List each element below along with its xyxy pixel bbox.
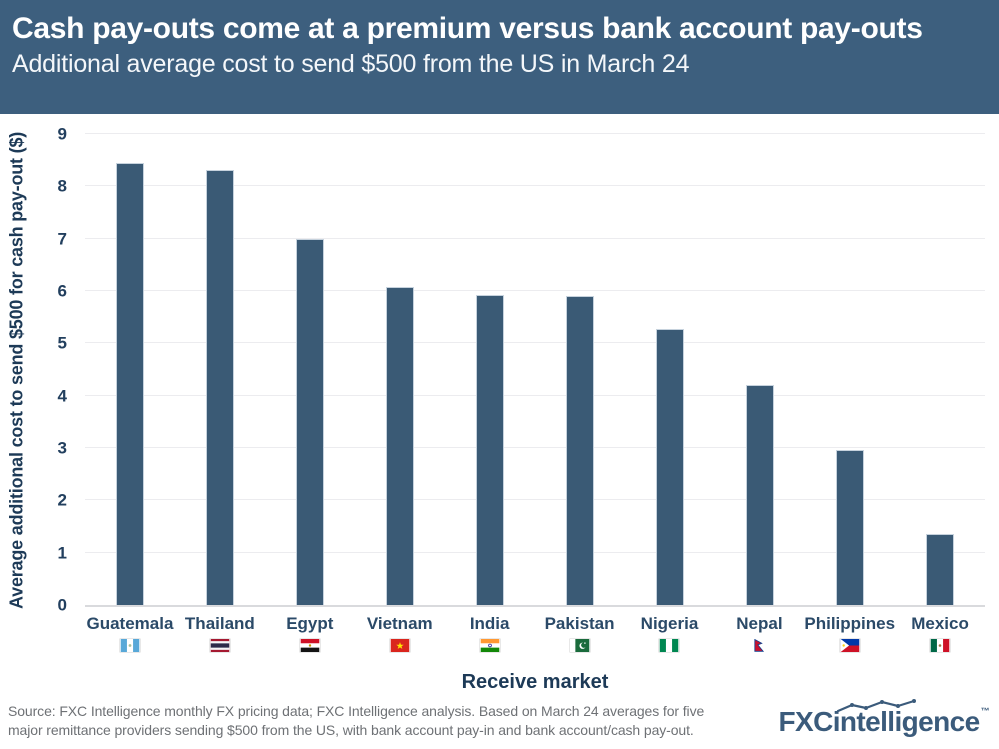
plot-area [85, 133, 985, 607]
bar-thailand [206, 169, 234, 605]
bar-column-philippines [805, 134, 895, 605]
y-tick-label-0: 0 [57, 595, 67, 615]
flag-mexico-icon [930, 639, 950, 652]
chart-header: Cash pay-outs come at a premium versus b… [0, 0, 999, 114]
chart-title: Cash pay-outs come at a premium versus b… [12, 12, 923, 45]
y-tick-label-5: 5 [57, 333, 67, 353]
bar-column-egypt [265, 134, 355, 605]
bar-column-thailand [175, 134, 265, 605]
x-label-philippines: Philippines [804, 614, 896, 633]
flag-egypt-icon [300, 639, 320, 652]
category-thailand: Thailand [175, 613, 265, 652]
category-nigeria: Nigeria [625, 613, 715, 652]
x-axis-labels: Guatemala Thailand Egypt Vietnam India Pakist… [85, 613, 985, 652]
category-pakistan: Pakistan [535, 613, 625, 652]
flag-guatemala-icon [120, 639, 140, 652]
bar-nepal [746, 384, 774, 605]
category-philippines: Philippines [804, 613, 895, 652]
bar-pakistan [566, 296, 594, 605]
bar-column-vietnam [355, 134, 445, 605]
bar-nigeria [656, 329, 684, 605]
x-axis-title: Receive market [461, 671, 609, 693]
x-label-nigeria: Nigeria [640, 614, 699, 633]
flag-india-icon [480, 639, 500, 652]
flag-philippines-icon [840, 639, 860, 652]
logo-text-intelligence: intelligence [832, 706, 980, 737]
category-nepal: Nepal [714, 613, 804, 652]
gridline-6 [85, 290, 985, 292]
x-label-vietnam: Vietnam [366, 614, 433, 633]
category-india: India [445, 613, 535, 652]
fxc-intelligence-logo: FXCintelligence™ [778, 699, 990, 738]
gridline-4 [85, 394, 985, 396]
y-axis-ticks: 0 1 2 3 4 5 6 7 8 9 [0, 126, 67, 614]
x-label-pakistan: Pakistan [544, 614, 615, 633]
y-tick-label-2: 2 [57, 490, 67, 510]
source-line-1: Source: FXC Intelligence monthly FX pric… [8, 703, 705, 719]
x-label-mexico: Mexico [911, 614, 969, 633]
y-tick-label-3: 3 [57, 438, 67, 458]
flag-thailand-icon [210, 639, 230, 652]
bar-egypt [296, 238, 324, 605]
gridline-1 [85, 551, 985, 553]
x-label-thailand: Thailand [184, 614, 255, 633]
gridline-3 [85, 447, 985, 449]
bar-mexico [926, 533, 954, 605]
source-line-2: major remittance providers sending $500 … [8, 722, 694, 738]
category-egypt: Egypt [265, 613, 355, 652]
bar-column-india [445, 134, 535, 605]
gridline-5 [85, 342, 985, 344]
x-label-egypt: Egypt [286, 614, 334, 633]
flag-nigeria-icon [659, 639, 679, 652]
y-tick-label-1: 1 [57, 543, 67, 563]
logo-text-fxc: FXC [778, 706, 834, 737]
source-note: Source: FXC Intelligence monthly FX pric… [8, 702, 798, 740]
y-tick-label-4: 4 [57, 386, 67, 406]
x-label-nepal: Nepal [736, 614, 783, 633]
category-guatemala: Guatemala [85, 613, 175, 652]
bar-column-mexico [895, 134, 985, 605]
bar-india [476, 294, 504, 605]
bar-vietnam [386, 286, 414, 605]
x-label-india: India [469, 614, 510, 633]
bar-guatemala [116, 162, 144, 605]
flag-pakistan-icon [570, 639, 590, 652]
category-vietnam: Vietnam [355, 613, 445, 652]
y-tick-label-6: 6 [57, 281, 67, 301]
y-tick-label-8: 8 [57, 176, 67, 196]
x-label-guatemala: Guatemala [86, 614, 174, 633]
bar-column-pakistan [535, 134, 625, 605]
gridline-8 [85, 185, 985, 187]
bar-philippines [836, 450, 864, 605]
bars-row [85, 134, 985, 605]
category-mexico: Mexico [895, 613, 985, 652]
gridline-2 [85, 499, 985, 501]
bar-column-nigeria [625, 134, 715, 605]
gridline-9 [85, 133, 985, 134]
logo-trademark: ™ [980, 706, 990, 716]
flag-vietnam-icon [390, 639, 410, 652]
bar-column-guatemala [85, 134, 175, 605]
bar-column-nepal [715, 134, 805, 605]
chart-subtitle: Additional average cost to send $500 fro… [12, 50, 690, 78]
gridline-7 [85, 237, 985, 239]
y-tick-label-9: 9 [57, 124, 67, 144]
flag-nepal-icon [749, 639, 769, 652]
y-tick-label-7: 7 [57, 229, 67, 249]
